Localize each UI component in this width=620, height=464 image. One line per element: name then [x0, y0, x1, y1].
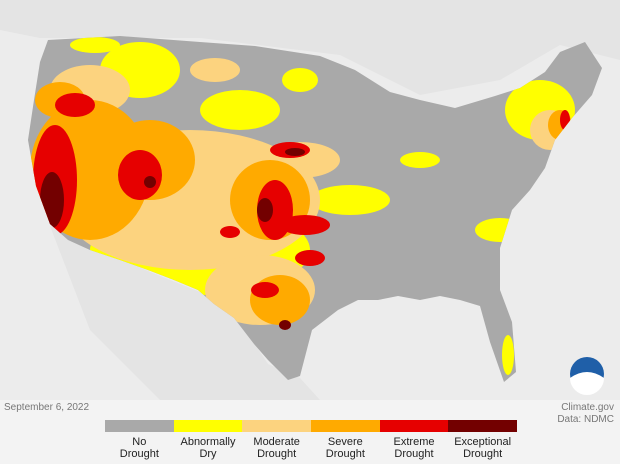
- legend-label: Severe Drought: [311, 436, 379, 460]
- legend-label: Moderate Drought: [243, 436, 311, 460]
- mexico: [50, 226, 320, 400]
- legend-label-line: Severe: [327, 436, 363, 448]
- legend-swatch: [311, 420, 380, 432]
- legend-swatch: [105, 420, 174, 432]
- legend-label-line: Drought: [257, 448, 297, 460]
- date: September 6, 2022: [4, 402, 90, 413]
- legend-label-line: Exceptional: [454, 436, 512, 448]
- legend-label-line: Moderate: [253, 436, 300, 448]
- legend-label-line: Drought: [394, 448, 434, 460]
- legend-swatch: [448, 420, 517, 432]
- legend-label: Exceptional Drought: [449, 436, 517, 460]
- source: Data: NDMC: [557, 414, 614, 425]
- legend-label-line: Dry: [199, 448, 217, 460]
- drought-map: [0, 0, 620, 400]
- legend-swatch: [173, 420, 243, 432]
- legend-label-line: Extreme: [393, 436, 435, 448]
- legend-swatch: [379, 420, 449, 432]
- legend-swatch: [242, 420, 311, 432]
- legend-label-line: Drought: [463, 448, 503, 460]
- noaa-logo: [570, 357, 604, 395]
- legend-label: No Drought: [105, 436, 173, 460]
- canada: [0, 0, 620, 95]
- legend-label: Extreme Drought: [380, 436, 448, 460]
- legend-label-line: No: [132, 436, 147, 448]
- legend-label-line: Drought: [119, 448, 159, 460]
- legend-label-line: Drought: [325, 448, 365, 460]
- credit: Climate.gov: [561, 402, 614, 413]
- legend-label-line: Abnormally: [180, 436, 236, 448]
- legend: No Drought Abnormally Dry Moderate Drought Sev…: [105, 420, 517, 464]
- legend-label: Abnormally Dry: [174, 436, 242, 460]
